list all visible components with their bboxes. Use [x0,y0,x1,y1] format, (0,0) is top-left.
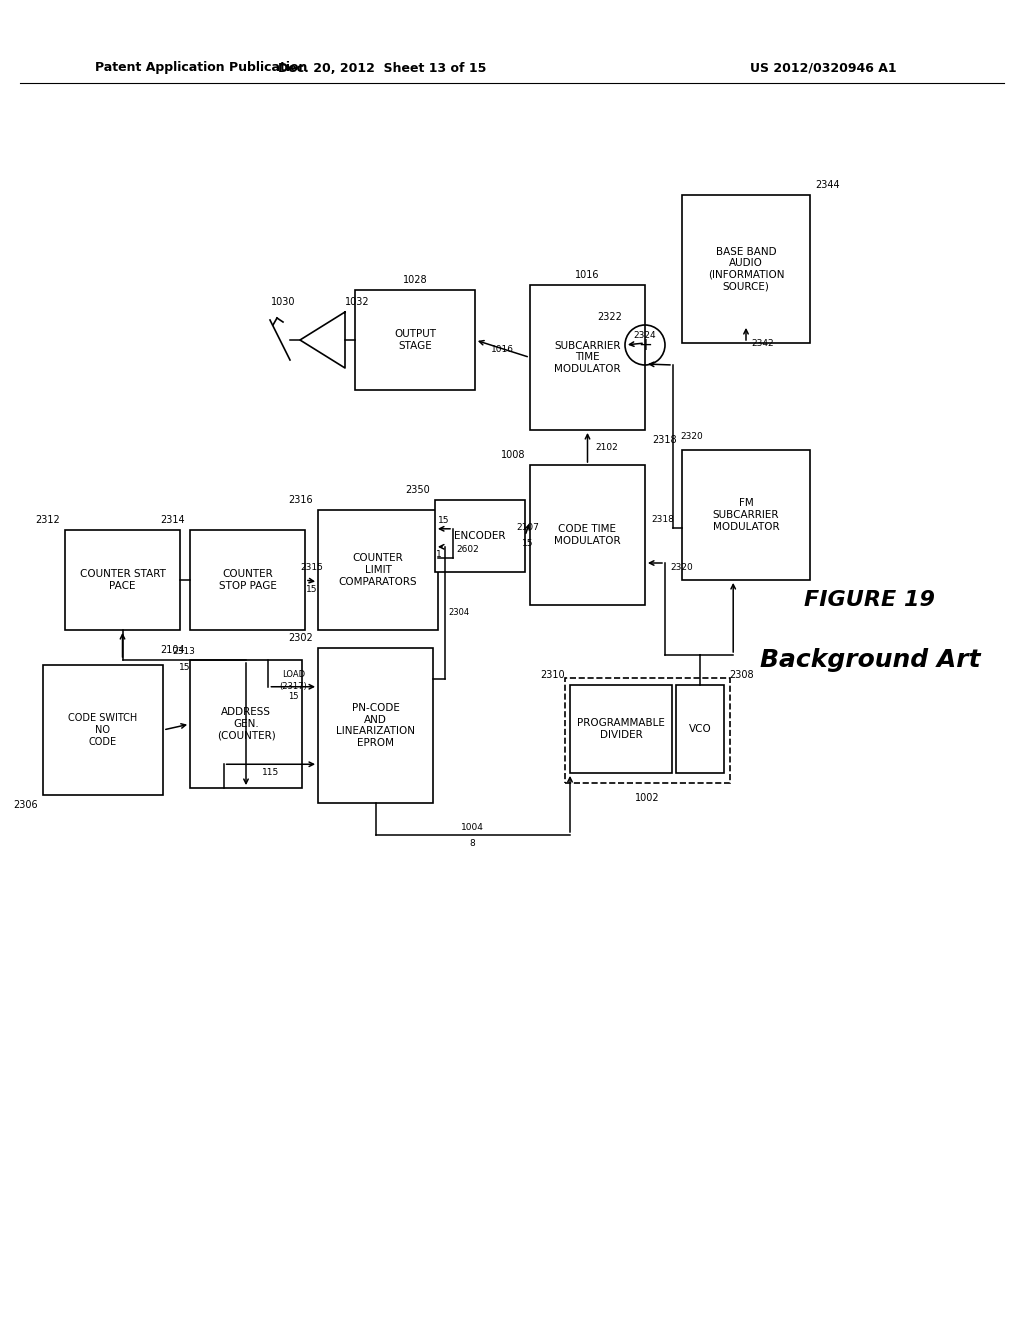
Text: VCO: VCO [688,723,712,734]
Text: 2314: 2314 [161,515,185,525]
Text: COUNTER START
PACE: COUNTER START PACE [80,569,166,591]
Text: 1002: 1002 [635,793,659,803]
Text: 15: 15 [178,664,190,672]
Text: SUBCARRIER
TIME
MODULATOR: SUBCARRIER TIME MODULATOR [554,341,621,374]
Text: 2315: 2315 [300,564,323,572]
Bar [435,500,525,572]
Text: 2322: 2322 [597,312,622,322]
Text: 2104: 2104 [161,645,185,655]
Text: CODE SWITCH
NO
CODE: CODE SWITCH NO CODE [69,713,137,747]
Text: COUNTER
STOP PAGE: COUNTER STOP PAGE [218,569,276,591]
Text: 2304: 2304 [449,609,469,618]
Text: +: + [638,337,652,354]
Text: 2602: 2602 [456,545,479,554]
Text: 2318: 2318 [651,516,674,524]
Text: 15: 15 [288,692,298,701]
Text: Dec. 20, 2012  Sheet 13 of 15: Dec. 20, 2012 Sheet 13 of 15 [278,62,486,74]
Bar [355,290,475,389]
Text: 2350: 2350 [406,484,430,495]
Text: 2308: 2308 [729,671,754,680]
Bar [682,195,810,343]
Text: 1004: 1004 [462,822,484,832]
Text: PN-CODE
AND
LINEARIZATION
EPROM: PN-CODE AND LINEARIZATION EPROM [336,704,415,748]
Text: 1: 1 [436,550,442,560]
Text: 2342: 2342 [751,339,773,348]
Bar [530,465,645,605]
Text: 15: 15 [522,540,534,549]
Text: Background Art: Background Art [760,648,980,672]
Text: 2316: 2316 [289,495,313,506]
Text: 2306: 2306 [13,800,38,810]
Text: 1032: 1032 [345,297,370,308]
Text: 2344: 2344 [815,180,840,190]
Text: 2107: 2107 [516,524,539,532]
Text: 1016: 1016 [490,345,514,354]
Text: 1008: 1008 [501,450,525,459]
Bar [570,685,672,774]
Text: 1028: 1028 [402,275,427,285]
Text: Patent Application Publication: Patent Application Publication [95,62,307,74]
Text: 2320: 2320 [670,564,693,573]
Bar [318,510,438,630]
Text: BASE BAND
AUDIO
(INFORMATION
SOURCE): BASE BAND AUDIO (INFORMATION SOURCE) [708,247,784,292]
Bar [65,531,180,630]
Text: ENCODER: ENCODER [455,531,506,541]
Text: 8: 8 [470,838,475,847]
Text: OUTPUT
STAGE: OUTPUT STAGE [394,329,436,351]
Bar [682,450,810,579]
Text: (2317): (2317) [280,682,307,692]
Text: 2313: 2313 [173,648,196,656]
Text: CODE TIME
MODULATOR: CODE TIME MODULATOR [554,524,621,545]
Text: 2302: 2302 [288,634,313,643]
Text: 2102: 2102 [596,444,618,451]
Bar [43,665,163,795]
Bar [190,531,305,630]
Text: 15: 15 [306,585,317,594]
Text: 2318: 2318 [652,436,677,445]
Text: 2324: 2324 [634,330,656,339]
Text: COUNTER
LIMIT
COMPARATORS: COUNTER LIMIT COMPARATORS [339,553,418,586]
Bar [190,660,302,788]
Text: 2310: 2310 [541,671,565,680]
Text: 115: 115 [262,768,280,776]
Text: LOAD: LOAD [282,671,305,680]
Bar [565,678,730,783]
Text: 2320: 2320 [680,432,702,441]
Text: FIGURE 19: FIGURE 19 [805,590,936,610]
Text: FM
SUBCARRIER
MODULATOR: FM SUBCARRIER MODULATOR [713,499,779,532]
Text: 1030: 1030 [270,297,295,308]
Text: 2312: 2312 [35,515,60,525]
Text: ADDRESS
GEN.
(COUNTER): ADDRESS GEN. (COUNTER) [217,708,275,741]
Text: PROGRAMMABLE
DIVIDER: PROGRAMMABLE DIVIDER [578,718,665,739]
Bar [530,285,645,430]
Bar [318,648,433,803]
Text: 1016: 1016 [575,271,600,280]
Text: 15: 15 [438,516,450,525]
Text: US 2012/0320946 A1: US 2012/0320946 A1 [750,62,897,74]
Bar [676,685,724,774]
